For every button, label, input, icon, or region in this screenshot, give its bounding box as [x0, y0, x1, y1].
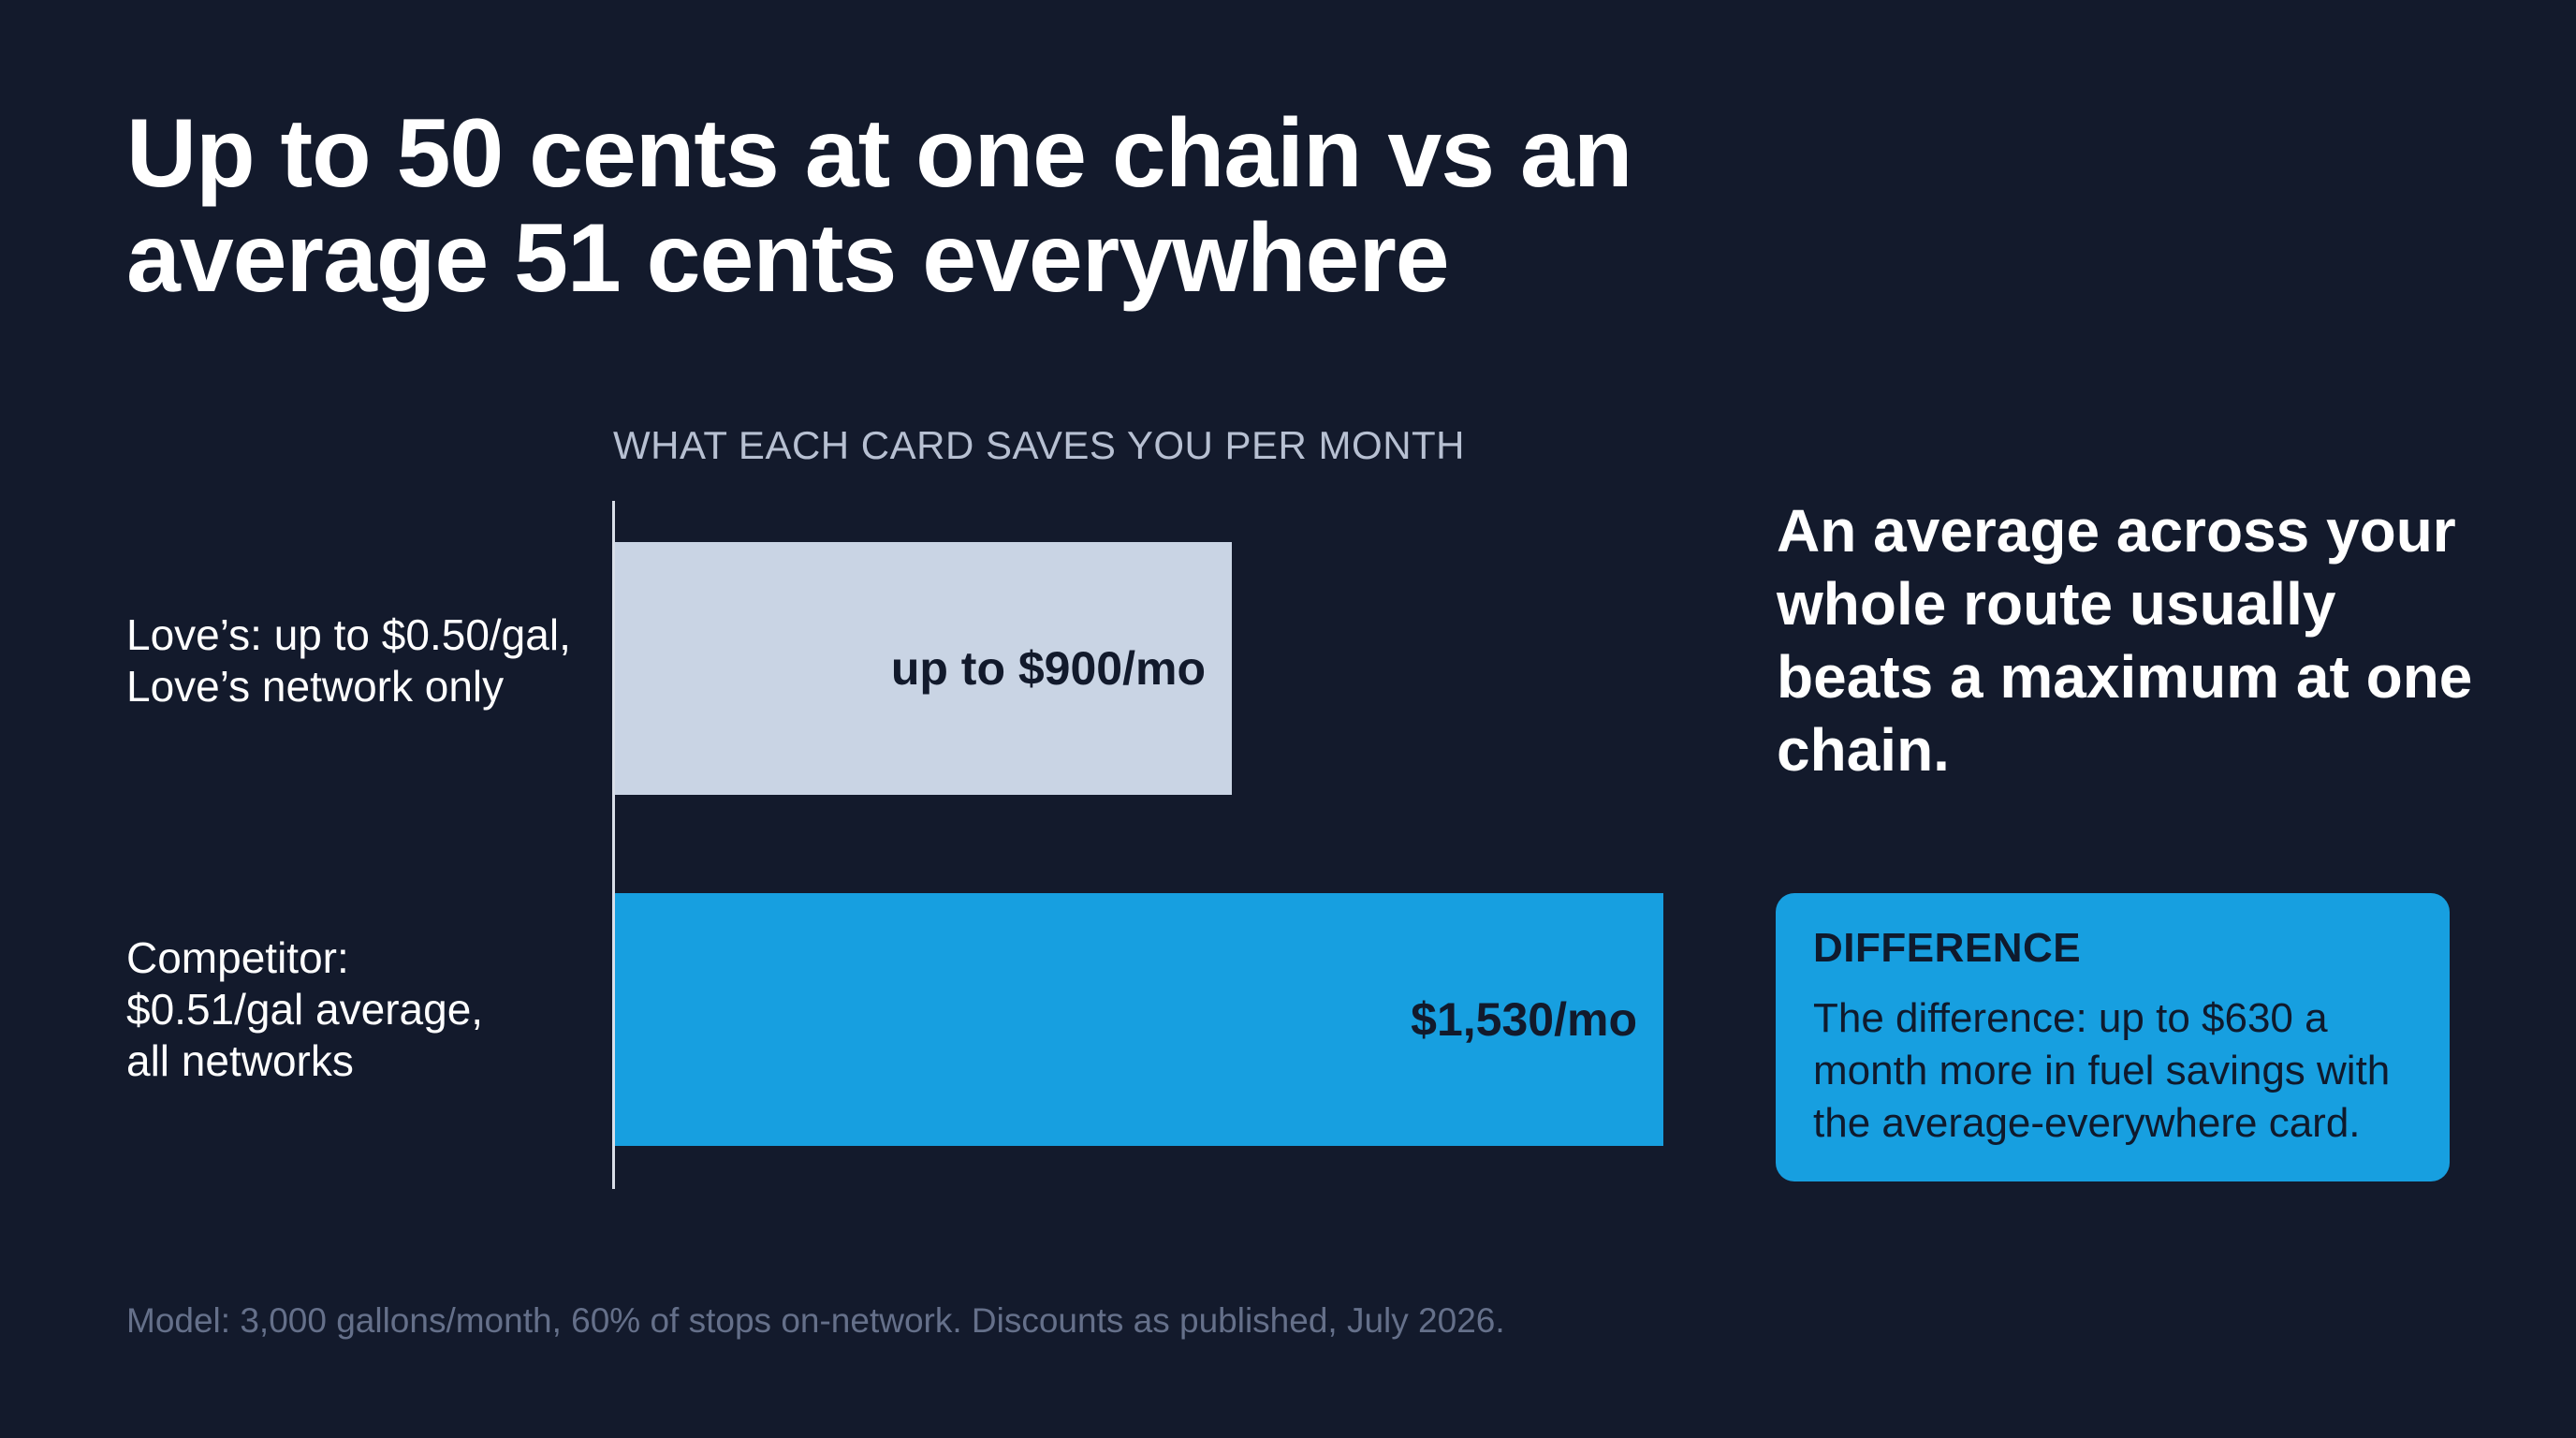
- category-axis-line: [612, 501, 615, 1189]
- chart-title: WHAT EACH CARD SAVES YOU PER MONTH: [613, 423, 1466, 467]
- bar-value-label: $1,530/mo: [1411, 993, 1637, 1046]
- footnote: Model: 3,000 gallons/month, 60% of stops…: [126, 1301, 1505, 1340]
- category-label: Competitor: $0.51/gal average, all netwo…: [126, 933, 484, 1085]
- callout-body: The difference: up to $630 a month more …: [1813, 995, 2391, 1146]
- difference-callout: DIFFERENCE The difference: up to $630 a …: [1776, 893, 2450, 1181]
- takeaway-text: An average across your whole route usual…: [1777, 497, 2473, 784]
- category-label: Love’s: up to $0.50/gal, Love’s network …: [126, 610, 571, 711]
- bar-1: $1,530/mo: [615, 893, 1663, 1146]
- bar-value-label: up to $900/mo: [890, 642, 1206, 695]
- bar-0: up to $900/mo: [615, 542, 1232, 795]
- page-title: Up to 50 cents at one chain vs an averag…: [126, 99, 1632, 313]
- callout-title: DIFFERENCE: [1813, 925, 2082, 971]
